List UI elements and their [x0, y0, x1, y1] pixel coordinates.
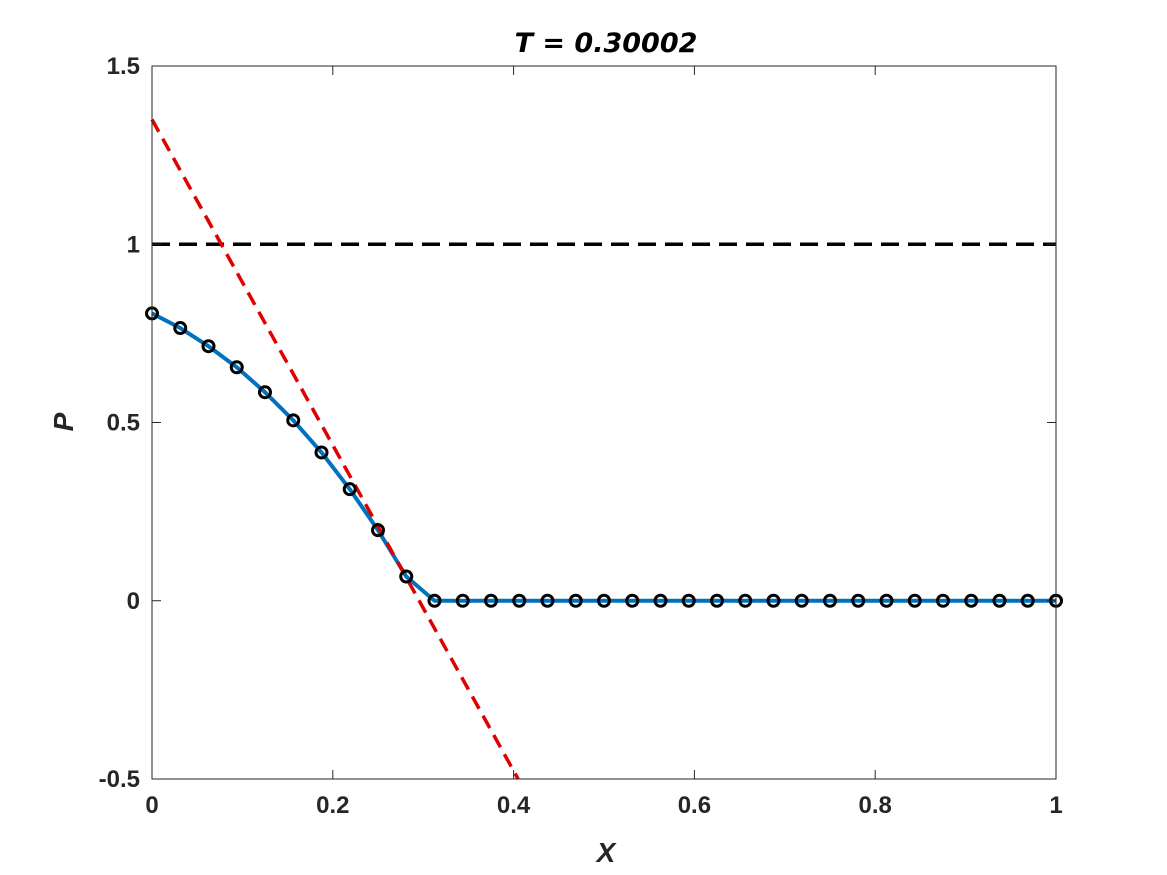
y-axis-label: P — [48, 412, 79, 431]
data-point — [710, 593, 724, 608]
y-tick-label: 0.5 — [107, 410, 140, 437]
data-point — [173, 321, 188, 336]
data-point — [484, 593, 498, 608]
data-point — [342, 482, 357, 497]
x-tick-label: 1 — [1049, 792, 1062, 819]
data-markers — [145, 306, 1063, 608]
x-tick-label: 0 — [145, 792, 158, 819]
data-point — [314, 445, 329, 460]
data-point — [286, 413, 301, 428]
data-lines — [150, 118, 1056, 780]
data-point — [597, 593, 611, 608]
x-tick-label: 0.8 — [859, 792, 892, 819]
data-point — [653, 593, 668, 608]
axis-ticks: 0 0.2 0.4 0.6 0.8 1-0.500.511.5 — [99, 53, 1063, 819]
data-point — [455, 593, 470, 608]
data-point — [625, 593, 640, 608]
data-point — [512, 593, 527, 608]
data-point — [258, 385, 272, 400]
data-point — [823, 593, 837, 608]
data-point — [1020, 593, 1035, 608]
data-point — [992, 593, 1007, 608]
solution-line — [151, 311, 1056, 603]
x-tick-label: 0.6 — [678, 792, 711, 819]
data-point — [851, 593, 866, 608]
data-point — [399, 569, 414, 584]
data-point — [427, 593, 442, 608]
data-point — [568, 593, 583, 608]
y-tick-label: 1.5 — [107, 53, 140, 80]
data-point — [936, 593, 950, 608]
data-point — [371, 523, 385, 538]
data-point — [794, 593, 809, 608]
data-point — [879, 593, 894, 608]
chart-title: T = 0.30002 — [515, 28, 698, 59]
data-point — [738, 593, 753, 608]
data-point — [540, 593, 555, 608]
data-point — [229, 360, 244, 375]
data-point — [681, 593, 696, 608]
data-point — [766, 593, 781, 608]
y-tick-label: -0.5 — [99, 766, 140, 793]
x-tick-label: 0.2 — [316, 792, 349, 819]
x-tick-label: 0.4 — [497, 792, 531, 819]
x-axis-label: X — [595, 837, 618, 868]
y-tick-label: 1 — [127, 231, 140, 258]
data-point — [964, 593, 979, 608]
data-point — [201, 339, 216, 354]
tangent-line — [150, 118, 520, 780]
y-tick-label: 0 — [127, 588, 140, 615]
data-point — [907, 593, 922, 608]
